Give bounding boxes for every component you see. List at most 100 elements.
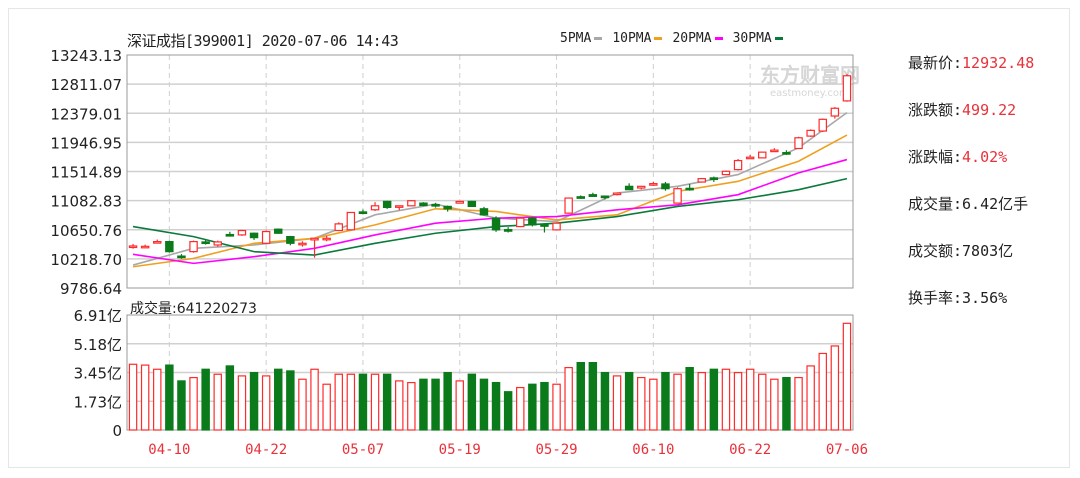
candle-body <box>637 185 646 189</box>
candle-body <box>358 211 368 215</box>
volume-bar <box>201 368 210 431</box>
candle-body <box>213 241 222 246</box>
ma-line-5pma <box>132 111 848 266</box>
candle-body <box>395 205 404 208</box>
ma-line-10pma <box>132 134 848 268</box>
legend-item-10pma: 10PMA <box>612 31 663 46</box>
candle-body <box>225 233 235 237</box>
info-value: 12932.48 <box>962 54 1035 72</box>
volume-bar <box>685 366 694 431</box>
candle-body <box>733 159 743 171</box>
candle-body <box>516 217 525 228</box>
info-value: 7803亿 <box>962 242 1014 260</box>
candle-body <box>467 200 477 208</box>
volume-bar <box>358 373 368 431</box>
legend-item-5pma: 5PMA <box>560 31 603 46</box>
candle-body <box>540 224 549 227</box>
candle-body <box>189 240 198 253</box>
info-label: 涨跌幅: <box>908 148 963 166</box>
volume-bar <box>806 365 815 431</box>
candle-body <box>842 75 852 102</box>
volume-tick-label: 0 <box>112 422 122 440</box>
volume-bar <box>649 378 658 431</box>
candle-body <box>624 185 634 191</box>
candle-body <box>286 236 295 244</box>
volume-plot-border <box>126 314 854 431</box>
candle-body <box>249 232 259 239</box>
legend-label: 10PMA <box>612 31 652 46</box>
volume-bar <box>346 373 356 431</box>
volume-bar <box>274 368 283 431</box>
volume-bar <box>758 373 767 431</box>
x-tick-label: 04-22 <box>245 442 287 458</box>
legend-label: 20PMA <box>672 31 712 46</box>
candle-body <box>588 194 598 197</box>
volume-tick-label: 3.45亿 <box>74 365 122 383</box>
volume-bar <box>370 373 380 431</box>
candle-body <box>649 183 658 186</box>
volume-bar <box>624 371 634 431</box>
candle-body <box>818 118 827 132</box>
volume-bar <box>310 368 319 431</box>
volume-bar <box>733 371 743 431</box>
volume-bar <box>140 364 150 431</box>
volume-bar <box>564 366 573 431</box>
volume-bar <box>661 371 670 431</box>
info-value: 4.02% <box>962 148 1008 166</box>
legend-swatch <box>594 37 603 40</box>
volume-bar <box>637 376 646 431</box>
volume-bar <box>237 375 247 431</box>
price-plot-border <box>126 54 854 289</box>
info-label: 换手率: <box>908 289 963 307</box>
volume-bar <box>552 383 561 431</box>
candle-body <box>770 149 779 153</box>
candle-body <box>310 237 319 241</box>
volume-bar <box>576 361 585 431</box>
volume-title: 成交量:641220273 <box>130 301 257 317</box>
info-value: 499.22 <box>962 101 1017 119</box>
candle-body <box>201 241 210 245</box>
candle-body <box>661 183 670 190</box>
volume-bar <box>322 383 331 431</box>
candle-body <box>455 200 464 204</box>
volume-bar <box>818 352 827 431</box>
candle-body <box>758 151 767 159</box>
volume-bar <box>745 368 755 431</box>
volume-bar <box>249 371 259 431</box>
candle-body <box>709 177 719 180</box>
price-tick-label: 10650.76 <box>50 222 122 240</box>
volume-bar <box>467 373 477 431</box>
volume-bar <box>334 373 343 431</box>
x-tick-label: 05-29 <box>535 442 577 458</box>
candle-body <box>564 197 573 214</box>
price-tick-label: 12379.01 <box>50 105 122 123</box>
info-row: 涨跌额:499.22 <box>908 99 1016 120</box>
volume-bar <box>382 373 392 431</box>
candle-body <box>576 196 585 199</box>
x-tick-label: 04-10 <box>148 442 190 458</box>
info-label: 最新价: <box>908 54 963 72</box>
candle-body <box>721 170 731 176</box>
info-row: 成交量:6.42亿手 <box>908 193 1028 214</box>
price-tick-label: 13243.13 <box>50 47 122 65</box>
candle-body <box>346 211 356 231</box>
volume-bar <box>213 373 222 431</box>
volume-bar <box>407 381 416 431</box>
legend-swatch <box>714 37 723 40</box>
candle-body <box>177 255 186 259</box>
volume-bar <box>516 386 525 431</box>
volume-bar <box>165 364 174 431</box>
candle-body <box>685 187 694 191</box>
candle-body <box>491 217 501 231</box>
candle-body <box>382 200 392 209</box>
chart-title: 深证成指[399001] 2020-07-06 14:43 <box>127 32 399 50</box>
candle-body <box>830 107 840 117</box>
candle-body <box>600 195 610 199</box>
volume-bar <box>588 361 598 431</box>
legend-item-20pma: 20PMA <box>672 31 723 46</box>
candle-body <box>334 223 343 232</box>
candle-body <box>794 137 803 150</box>
volume-bar <box>782 376 791 431</box>
candle-body <box>237 229 247 236</box>
